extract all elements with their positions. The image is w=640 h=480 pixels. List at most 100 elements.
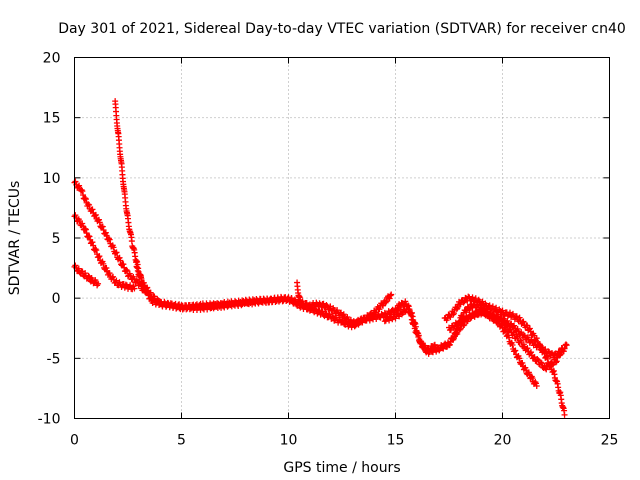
grid	[74, 57, 610, 419]
data-point	[92, 246, 99, 253]
data-point	[520, 341, 527, 348]
x-tick-label: 15	[387, 433, 405, 449]
data-point	[72, 212, 79, 219]
y-tick-label: 20	[43, 51, 61, 67]
data-point	[228, 303, 235, 310]
data-point	[554, 352, 561, 358]
x-tick-label: 0	[70, 433, 79, 449]
data-point	[381, 318, 388, 325]
data-point	[453, 306, 460, 313]
data-point	[92, 211, 99, 218]
data-point	[380, 302, 387, 309]
data-point	[506, 309, 513, 316]
data-point	[486, 302, 493, 309]
data-point	[468, 314, 475, 321]
data-point	[386, 295, 393, 302]
data-point	[72, 178, 79, 185]
data-point	[477, 301, 484, 308]
data-point	[474, 312, 481, 319]
data-point	[117, 257, 124, 264]
data-point	[511, 322, 518, 329]
data-point	[489, 303, 496, 310]
data-point	[454, 304, 461, 311]
data-point	[533, 383, 540, 390]
data-point	[120, 261, 127, 268]
data-point	[535, 341, 542, 348]
data-point	[131, 275, 138, 282]
data-point	[512, 347, 519, 354]
data-point	[79, 188, 86, 195]
data-point	[175, 301, 182, 308]
data-point	[524, 345, 531, 352]
data-point	[86, 201, 93, 208]
data-point	[131, 285, 138, 292]
x-tick-label: 10	[280, 433, 298, 449]
data-point	[411, 325, 418, 332]
data-point	[106, 270, 113, 277]
data-point	[334, 307, 341, 314]
x-tick-label: 5	[177, 433, 186, 449]
data-point	[387, 292, 394, 299]
data-point	[560, 348, 567, 355]
data-point	[493, 304, 500, 311]
axis-ticks	[74, 57, 610, 419]
data-point	[325, 306, 332, 313]
data-point	[399, 310, 406, 317]
data-point	[344, 314, 351, 321]
data-point	[509, 341, 516, 348]
data-point	[113, 249, 120, 256]
data-point	[127, 282, 134, 289]
data-point	[116, 254, 123, 261]
data-point	[531, 338, 538, 345]
data-point	[99, 223, 106, 230]
series-track-3	[71, 212, 138, 293]
data-point	[110, 273, 117, 280]
data-point	[480, 307, 487, 314]
data-point	[95, 280, 102, 287]
data-point	[494, 313, 501, 320]
data-point	[415, 334, 422, 341]
data-point	[221, 304, 228, 311]
data-marks	[71, 98, 570, 418]
data-point	[502, 329, 509, 336]
data-point	[140, 279, 147, 286]
data-point	[520, 318, 527, 325]
data-point	[562, 341, 569, 348]
data-point	[356, 319, 363, 326]
data-point	[414, 330, 421, 337]
x-axis-label: GPS time / hours	[283, 460, 400, 476]
data-point	[106, 236, 113, 243]
data-point	[537, 359, 544, 366]
data-point	[82, 196, 89, 203]
data-point	[128, 238, 135, 245]
data-point	[382, 299, 389, 306]
data-point	[483, 309, 490, 316]
data-point	[526, 325, 533, 332]
data-point	[563, 342, 570, 349]
data-point	[95, 253, 102, 260]
data-point	[366, 317, 373, 324]
data-point	[546, 348, 553, 355]
data-point	[89, 206, 96, 213]
data-point	[123, 266, 130, 273]
data-point	[238, 302, 245, 309]
data-point	[352, 321, 359, 328]
data-point	[329, 313, 336, 320]
data-point	[533, 380, 540, 387]
series-track-1	[71, 262, 102, 289]
data-point	[90, 242, 97, 249]
data-point	[95, 216, 102, 223]
data-point	[504, 317, 511, 324]
data-point	[519, 359, 526, 366]
data-point	[235, 302, 242, 309]
data-point	[376, 306, 383, 313]
data-point	[450, 310, 457, 317]
data-point	[96, 219, 103, 226]
data-point	[421, 344, 428, 351]
data-point	[388, 291, 395, 298]
data-point	[85, 272, 92, 279]
data-point	[465, 293, 472, 300]
data-point	[103, 265, 110, 272]
data-point	[323, 302, 330, 309]
data-point	[86, 233, 93, 240]
